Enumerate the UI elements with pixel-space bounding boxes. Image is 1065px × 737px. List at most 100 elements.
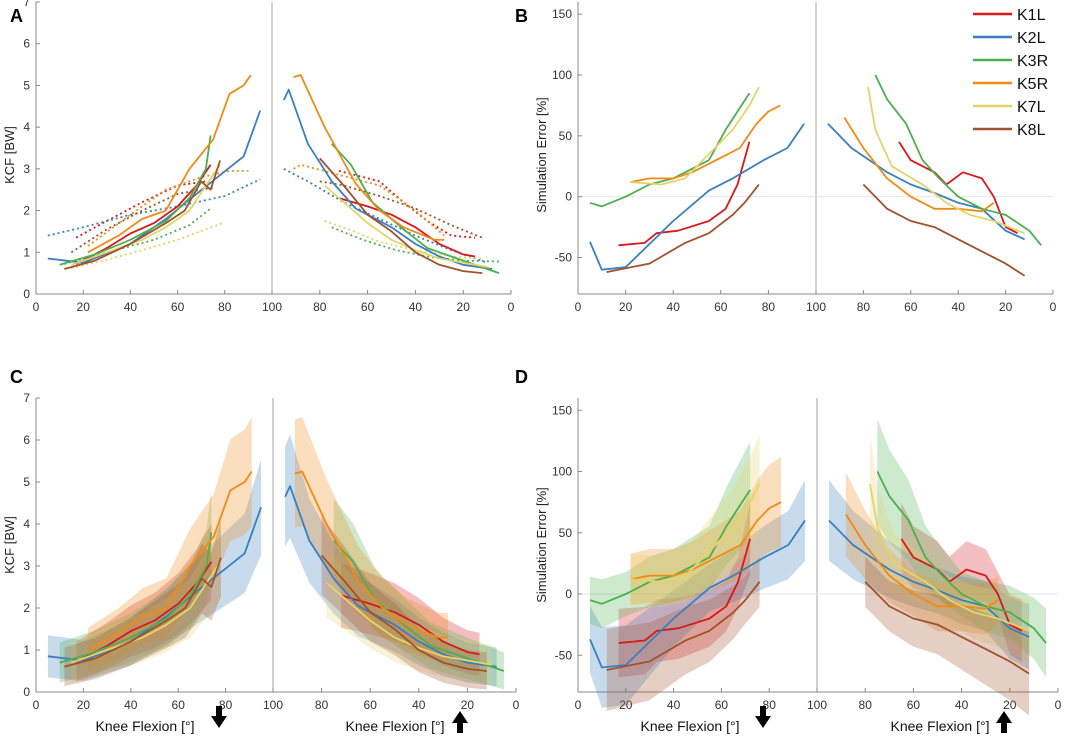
- series-line-k2l: [589, 123, 805, 271]
- x-tick-label: 40: [412, 698, 426, 712]
- band-k8l: [865, 556, 1030, 716]
- panel-b: -50 0 50 100 150 0 20 40 60 80 100 80 60 40 20 0: [552, 2, 1057, 314]
- x-tick-label: 100: [262, 300, 282, 314]
- y-tick-label: 4: [23, 517, 30, 531]
- y-tick-label: 5: [23, 475, 30, 489]
- legend-label-k5r: K5R: [1017, 76, 1048, 93]
- band-k8l: [64, 518, 221, 686]
- series-line-k2l: [589, 519, 806, 669]
- x-tick-label: 60: [714, 300, 728, 314]
- y-tick-label: -50: [555, 251, 573, 265]
- x-tick-label: 40: [952, 300, 966, 314]
- series-line-k5r: [630, 104, 781, 183]
- x-tick-label: 80: [762, 300, 776, 314]
- x-tick-label: 60: [715, 698, 729, 712]
- y-tick-label: -50: [555, 648, 573, 662]
- y-tick-label: 0: [23, 685, 30, 699]
- x-tick-label: 20: [619, 300, 633, 314]
- panel-label-a: A: [10, 6, 23, 26]
- legend-label-k7l: K7L: [1017, 99, 1046, 116]
- x-tick-label: 60: [361, 300, 375, 314]
- panel-label-d: D: [515, 367, 528, 387]
- series-line-k2l: [47, 110, 262, 264]
- series-line-k1l: [75, 164, 212, 265]
- x-tick-label: 20: [77, 300, 91, 314]
- y-tick-label: 1: [23, 643, 30, 657]
- y-axis-label-d: Simulation Error [%]: [534, 487, 549, 603]
- dotted-line-k7l: [324, 220, 483, 260]
- y-tick-label: 5: [23, 78, 30, 92]
- series-line-k8l: [864, 581, 1030, 675]
- series-line-k1l: [338, 197, 476, 258]
- y-tick-label: 7: [23, 391, 30, 405]
- x-axis-label-d-left: Knee Flexion [°]: [641, 718, 740, 734]
- x-axis-label-c-right: Knee Flexion [°]: [346, 718, 445, 734]
- arrow-down-icon: [211, 706, 227, 728]
- legend-label-k3r: K3R: [1017, 53, 1048, 70]
- x-tick-label: 40: [409, 300, 423, 314]
- y-tick-label: 150: [552, 7, 572, 21]
- x-tick-label: 0: [33, 300, 40, 314]
- x-axis-label-d-right: Knee Flexion [°]: [891, 718, 990, 734]
- x-tick-label: 40: [124, 300, 138, 314]
- dotted-line-k8l: [319, 180, 483, 239]
- x-tick-label: 20: [77, 698, 91, 712]
- series-line-k8l: [862, 183, 1026, 277]
- y-tick-label: 0: [565, 587, 572, 601]
- band-k2l: [590, 480, 805, 708]
- x-tick-label: 0: [575, 698, 582, 712]
- series-line-k3r: [59, 532, 213, 664]
- panel-a: 0 1 2 3 4 5 6 7 0 20 40 60 80 100 80 60 40 20 0: [23, 0, 514, 314]
- series-line-k2l: [283, 88, 493, 270]
- dotted-line-k3r: [64, 207, 212, 265]
- series-line-k3r: [331, 143, 500, 274]
- x-tick-label: 80: [313, 300, 327, 314]
- series-line-k5r: [630, 501, 782, 581]
- x-tick-label: 80: [219, 698, 233, 712]
- series-line-k1l: [898, 141, 1018, 235]
- band-k3r: [333, 498, 504, 690]
- series-line-k7l: [324, 184, 488, 268]
- series-line-k1l: [618, 141, 751, 247]
- dotted-line-k5r: [293, 163, 445, 237]
- x-tick-label: 80: [859, 698, 873, 712]
- y-tick-label: 2: [23, 204, 30, 218]
- series-line-k8l: [606, 581, 761, 671]
- series-line-k8l: [320, 554, 487, 672]
- band-k7l: [630, 434, 760, 607]
- series-line-k1l: [340, 594, 480, 656]
- band-k8l: [606, 556, 760, 711]
- series-line-k3r: [589, 92, 751, 208]
- dotted-line-k7l: [71, 222, 223, 269]
- series-line-k7l: [867, 87, 1025, 235]
- y-tick-label: 7: [23, 0, 30, 9]
- series-line-k5r: [87, 74, 252, 254]
- band-k1l: [901, 503, 1022, 662]
- x-tick-label: 20: [999, 300, 1013, 314]
- x-tick-label: 0: [33, 698, 40, 712]
- y-tick-label: 0: [565, 190, 572, 204]
- x-tick-label: 20: [619, 698, 633, 712]
- y-tick-label: 6: [23, 433, 30, 447]
- x-tick-label: 60: [907, 698, 921, 712]
- dotted-line-k2l: [47, 178, 261, 237]
- panel-label-c: C: [10, 367, 23, 387]
- band-k1l: [76, 523, 212, 682]
- y-tick-label: 1: [23, 245, 30, 259]
- band-k2l: [829, 480, 1030, 670]
- series-line-k3r: [876, 471, 1047, 644]
- series-line-k3r: [333, 540, 505, 672]
- dotted-line-k1l: [338, 170, 476, 239]
- legend-label-k8l: K8L: [1017, 122, 1046, 139]
- x-tick-label: 60: [364, 698, 378, 712]
- series-line-k5r: [293, 74, 445, 241]
- y-tick-label: 3: [23, 559, 30, 573]
- series-line-k3r: [874, 74, 1042, 246]
- dotted-line-k2l: [283, 168, 488, 264]
- x-tick-label: 20: [1003, 698, 1017, 712]
- x-tick-label: 40: [667, 698, 681, 712]
- series-line-k7l: [630, 483, 761, 583]
- y-tick-label: 50: [559, 526, 573, 540]
